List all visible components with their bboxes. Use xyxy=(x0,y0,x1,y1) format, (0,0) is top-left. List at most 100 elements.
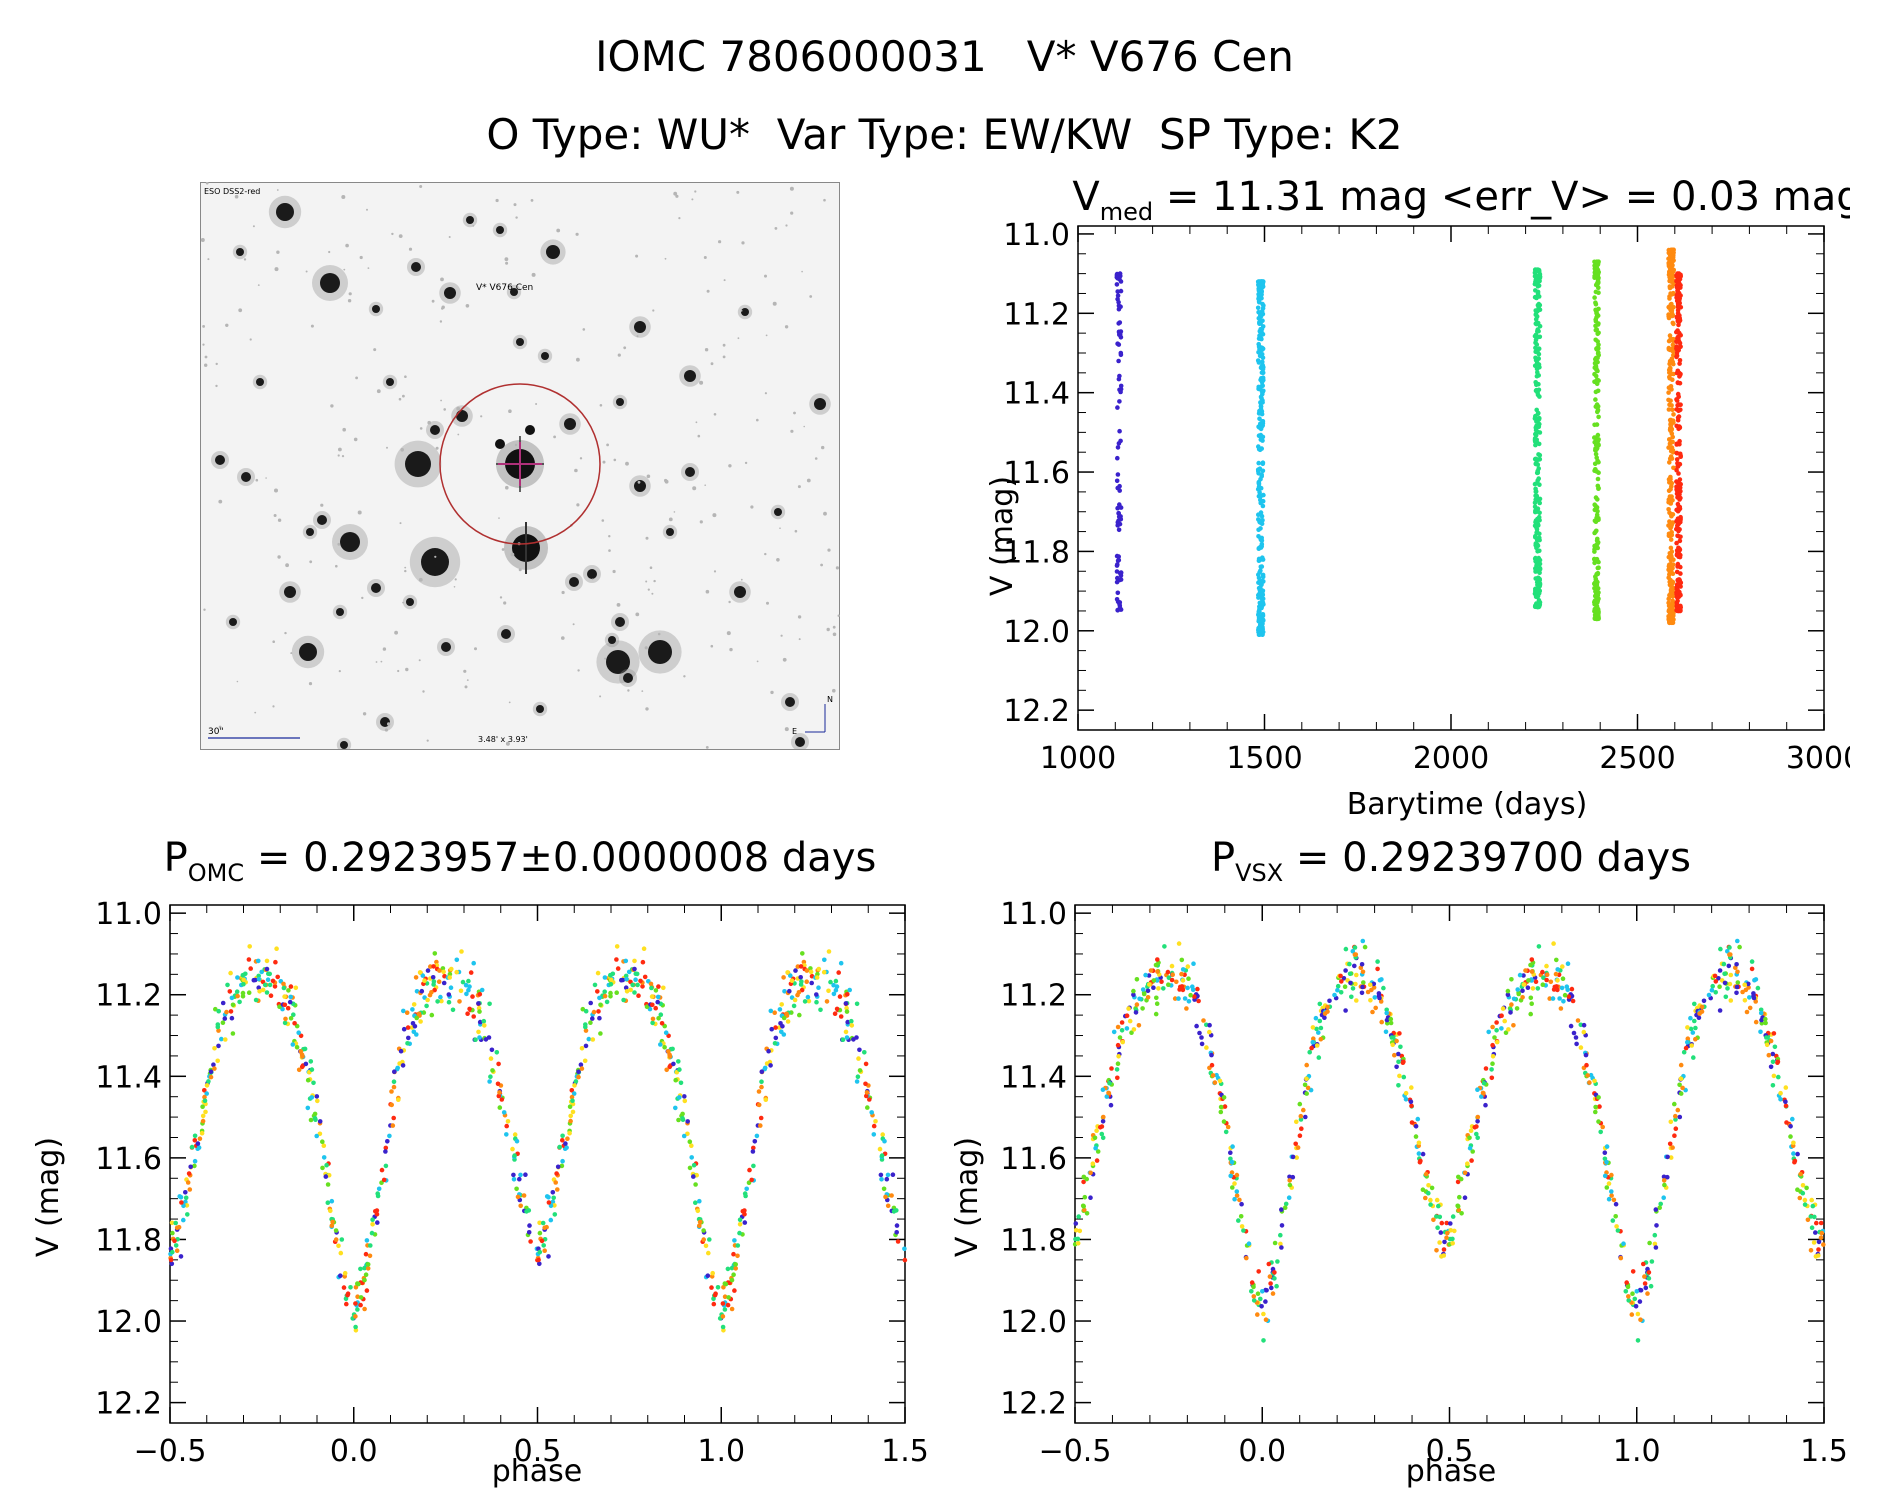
phase-vsx-point xyxy=(1710,983,1715,989)
lightcurve-point xyxy=(1594,259,1600,265)
phase-omc-point xyxy=(555,1164,561,1170)
finder-star xyxy=(496,226,504,234)
phase-omc-point xyxy=(557,1144,562,1150)
phase-vsx-point xyxy=(1598,1129,1603,1135)
phase-omc-point xyxy=(749,1177,754,1183)
phase-vsx-point xyxy=(1728,972,1734,978)
phase-omc-point xyxy=(680,1111,685,1117)
phase-omc-point xyxy=(608,981,614,987)
phase-vsx-point xyxy=(1199,1035,1204,1040)
lightcurve-point xyxy=(1668,398,1673,403)
phase-vsx-point xyxy=(1362,944,1368,950)
phase-vsx-point xyxy=(1148,968,1154,973)
phase-vsx-point xyxy=(1309,1045,1314,1051)
phase-vsx-point xyxy=(1529,969,1535,974)
phase-omc-point xyxy=(387,1133,392,1139)
phase-omc-point xyxy=(330,1219,335,1225)
phase-vsx-point xyxy=(1409,1120,1415,1125)
phase-vsx-point xyxy=(1783,1099,1788,1105)
lightcurve-points xyxy=(1114,247,1684,637)
finder-star xyxy=(525,425,535,435)
lightcurve-point xyxy=(1260,311,1266,317)
phase-omc-point xyxy=(514,1138,520,1144)
phase-omc-point xyxy=(851,1037,856,1042)
phase-vsx-point xyxy=(1258,1296,1263,1302)
phase-omc-point xyxy=(329,1198,335,1204)
phase-vsx-point xyxy=(1229,1159,1235,1165)
phase-omc-point xyxy=(598,1031,603,1036)
phase-omc-point xyxy=(308,1059,314,1064)
phase-omc-point xyxy=(658,1042,663,1047)
phase-omc-point xyxy=(695,1208,701,1214)
phase-omc-point xyxy=(196,1145,202,1150)
phase-omc-point xyxy=(499,1097,505,1102)
phase-vsx-point xyxy=(1263,1299,1268,1304)
phase-omc-point xyxy=(731,1251,736,1257)
phase-vsx-point xyxy=(1294,1119,1299,1125)
phase-vsx-point xyxy=(1133,1010,1139,1015)
phase-omc-point xyxy=(650,1016,656,1022)
phase-vsx-point xyxy=(1530,986,1536,991)
phase-omc-point xyxy=(595,989,600,994)
phase-vsx-point xyxy=(1508,1010,1513,1015)
phase-omc-point xyxy=(650,1020,655,1026)
phase-vsx-point xyxy=(1394,1064,1399,1070)
phase-omc-point xyxy=(710,1270,715,1276)
phase-omc-point xyxy=(725,1266,731,1272)
phase-omc-point xyxy=(487,1079,492,1084)
phase-vsx-point xyxy=(1338,973,1343,979)
lightcurve-point xyxy=(1594,327,1599,332)
lightcurve-point xyxy=(1256,595,1261,600)
phase-vsx-point xyxy=(1560,976,1566,981)
phase-omc-point xyxy=(515,1194,521,1200)
lightcurve-point xyxy=(1669,585,1674,590)
lightcurve-point xyxy=(1256,316,1262,321)
phase-omc-point xyxy=(844,1035,850,1040)
phase-vsx-point xyxy=(1455,1179,1461,1185)
phase-vsx-point xyxy=(1604,1159,1609,1165)
phase-omc-point xyxy=(750,1149,756,1154)
phase-omc-point xyxy=(747,1167,752,1173)
phase-vsx-point xyxy=(1561,999,1566,1004)
phase-omc-point xyxy=(518,1203,523,1209)
phase-omc-point xyxy=(225,982,230,988)
phase-omc-point xyxy=(362,1306,367,1312)
phase-vsx-point xyxy=(1441,1253,1447,1258)
lightcurve-point xyxy=(1535,498,1541,503)
phase-vsx-point xyxy=(1100,1135,1106,1141)
phase-vsx-point xyxy=(1665,1154,1670,1160)
phase-omc-point xyxy=(677,1067,682,1072)
phase-vsx-point xyxy=(1378,999,1384,1004)
phase-vsx-point xyxy=(1494,1020,1499,1025)
lightcurve-point xyxy=(1257,321,1262,327)
phase-omc-point xyxy=(317,1119,323,1124)
phase-vsx-point xyxy=(1311,1036,1316,1041)
lightcurve-point xyxy=(1594,582,1600,588)
lightcurve-point xyxy=(1116,514,1122,519)
phase-vsx-point xyxy=(1169,977,1175,983)
phase-vsx-point xyxy=(1811,1240,1817,1245)
phase-vsx-point xyxy=(1369,987,1374,993)
lightcurve-point xyxy=(1671,465,1676,471)
phase-vsx-xlabel: phase xyxy=(1406,1454,1497,1489)
phase-vsx-point xyxy=(1313,1015,1319,1021)
phase-vsx-point xyxy=(1299,1126,1304,1131)
phase-omc-point xyxy=(345,1292,350,1298)
phase-omc-point xyxy=(894,1230,899,1235)
phase-vsx-point xyxy=(1509,1002,1514,1007)
lightcurve-point xyxy=(1677,527,1682,532)
phase-omc-point xyxy=(202,1088,207,1093)
phase-omc-point xyxy=(664,1067,669,1073)
phase-omc-point xyxy=(847,987,852,993)
lightcurve-point xyxy=(1674,590,1679,596)
phase-vsx-point xyxy=(1339,979,1344,984)
lightcurve-point xyxy=(1257,519,1262,525)
phase-omc-point xyxy=(195,1141,201,1146)
phase-omc-point xyxy=(429,990,434,995)
phase-vsx-point xyxy=(1814,1220,1819,1226)
phase-vsx-point xyxy=(1554,984,1559,989)
phase-omc-point xyxy=(497,1105,503,1110)
lightcurve-point xyxy=(1671,371,1676,377)
phase-vsx-point xyxy=(1237,1197,1242,1203)
lightcurve-point xyxy=(1256,580,1261,585)
